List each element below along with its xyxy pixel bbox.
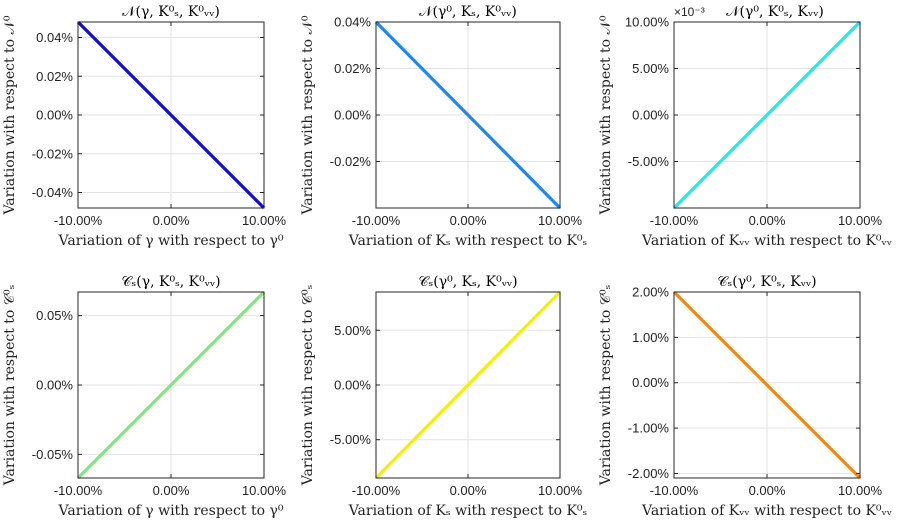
y-tick-label: 0.04%	[334, 15, 371, 30]
subplot-5: -10.00% 0.00% 10.00% -5.00% 0.00% 5.00% 𝒞ₛ(γ⁰,…	[300, 274, 588, 519]
y-tick-label: -5.00%	[330, 432, 372, 447]
axis-multiplier: ×10⁻³	[674, 5, 705, 19]
x-tick-label: 10.00%	[538, 483, 583, 498]
x-tick-label: 0.00%	[450, 483, 487, 498]
x-tick-label: 0.00%	[153, 483, 190, 498]
x-tick-label: 0.00%	[153, 213, 190, 228]
series-line	[374, 20, 562, 210]
y-tick-label: -1.00%	[628, 421, 670, 436]
y-axis-label: Variation with respect to 𝒩⁰	[598, 15, 614, 215]
y-tick-label: 2.00%	[632, 285, 669, 300]
y-tick-label: 0.00%	[334, 378, 371, 393]
y-axis-label: Variation with respect to 𝒞⁰ₛ	[598, 284, 614, 486]
x-tick-label: 10.00%	[242, 213, 287, 228]
y-tick-label: -2.00%	[628, 466, 670, 481]
subplot-4: -10.00% 0.00% 10.00% -0.05% 0.00% 0.05% 𝒞ₛ(γ, …	[2, 274, 286, 519]
y-tick-label: -0.02%	[32, 146, 74, 161]
x-axis-label: Variation of γ with respect to γ⁰	[58, 503, 284, 519]
x-tick-label: -10.00%	[650, 483, 699, 498]
y-tick-label: -0.05%	[32, 447, 74, 462]
y-tick-label: 0.02%	[334, 61, 371, 76]
chart-title: 𝒞ₛ(γ⁰, Kₛ, K⁰ᵥᵥ)	[418, 274, 517, 290]
y-tick-label: 5.00%	[334, 323, 371, 338]
x-tick-label: 0.00%	[450, 213, 487, 228]
y-tick-label: 0.04%	[36, 30, 73, 45]
x-tick-label: 10.00%	[242, 483, 287, 498]
y-tick-label: 0.02%	[36, 69, 73, 84]
y-tick-label: 0.05%	[36, 308, 73, 323]
subplot-1: -10.00% 0.00% 10.00% -0.04% -0.02% 0.00% 0.02%…	[2, 4, 286, 249]
y-axis-label: Variation with respect to 𝒩⁰	[2, 15, 18, 215]
x-tick-label: -10.00%	[650, 213, 699, 228]
series-line	[672, 290, 862, 480]
y-axis-label: Variation with respect to 𝒞⁰ₛ	[2, 284, 18, 486]
y-tick-label: 0.00%	[36, 378, 73, 393]
y-tick-label: 0.00%	[632, 108, 669, 123]
x-axis-label: Variation of Kₛ with respect to K⁰ₛ	[348, 233, 588, 249]
chart-title: 𝒞ₛ(γ⁰, K⁰ₛ, Kᵥᵥ)	[717, 274, 816, 290]
x-tick-label: 0.00%	[749, 483, 786, 498]
series-line	[672, 20, 862, 210]
chart-title: 𝒞ₛ(γ, K⁰ₛ, K⁰ᵥᵥ)	[121, 274, 220, 290]
chart-title: 𝒩(γ⁰, K⁰ₛ, Kᵥᵥ)	[726, 4, 824, 20]
y-tick-label: 0.00%	[632, 375, 669, 390]
y-axis-label: Variation with respect to 𝒩⁰	[300, 15, 316, 215]
y-axis-label: Variation with respect to 𝒞⁰ₛ	[300, 284, 316, 486]
subplot-2: -10.00% 0.00% 10.00% -0.02% 0.00% 0.02% 0.04% 𝒩…	[300, 4, 588, 249]
y-tick-label: -0.02%	[330, 154, 372, 169]
x-axis-label: Variation of Kᵥᵥ with respect to K⁰ᵥᵥ	[641, 503, 892, 519]
x-tick-label: 10.00%	[538, 213, 583, 228]
y-tick-label: 5.00%	[632, 61, 669, 76]
x-tick-label: -10.00%	[54, 483, 103, 498]
y-tick-label: 0.00%	[36, 108, 73, 123]
series-line	[76, 20, 266, 210]
y-tick-label: -5.00%	[628, 154, 670, 169]
x-tick-label: 10.00%	[838, 483, 883, 498]
chart-title: 𝒩(γ⁰, Kₛ, K⁰ᵥᵥ)	[419, 4, 517, 20]
subplot-6: -10.00% 0.00% 10.00% -2.00% -1.00% 0.00% 1.00%…	[598, 274, 892, 519]
y-tick-label: -0.04%	[32, 185, 74, 200]
x-tick-label: -10.00%	[352, 213, 401, 228]
subplot-3: -10.00% 0.00% 10.00% -5.00% 0.00% 5.00% 10.00%…	[598, 4, 892, 249]
x-axis-label: Variation of Kₛ with respect to K⁰ₛ	[348, 503, 588, 519]
x-tick-label: 0.00%	[749, 213, 786, 228]
series-line	[76, 290, 266, 480]
x-tick-label: -10.00%	[352, 483, 401, 498]
x-axis-label: Variation of γ with respect to γ⁰	[58, 233, 284, 249]
chart-title: 𝒩(γ, K⁰ₛ, K⁰ᵥᵥ)	[122, 4, 220, 20]
series-line	[374, 290, 562, 480]
y-tick-label: 1.00%	[632, 330, 669, 345]
x-tick-label: 10.00%	[838, 213, 883, 228]
y-tick-label: 0.00%	[334, 108, 371, 123]
y-tick-label: 10.00%	[625, 15, 670, 30]
x-tick-label: -10.00%	[54, 213, 103, 228]
x-axis-label: Variation of Kᵥᵥ with respect to K⁰ᵥᵥ	[641, 233, 892, 249]
